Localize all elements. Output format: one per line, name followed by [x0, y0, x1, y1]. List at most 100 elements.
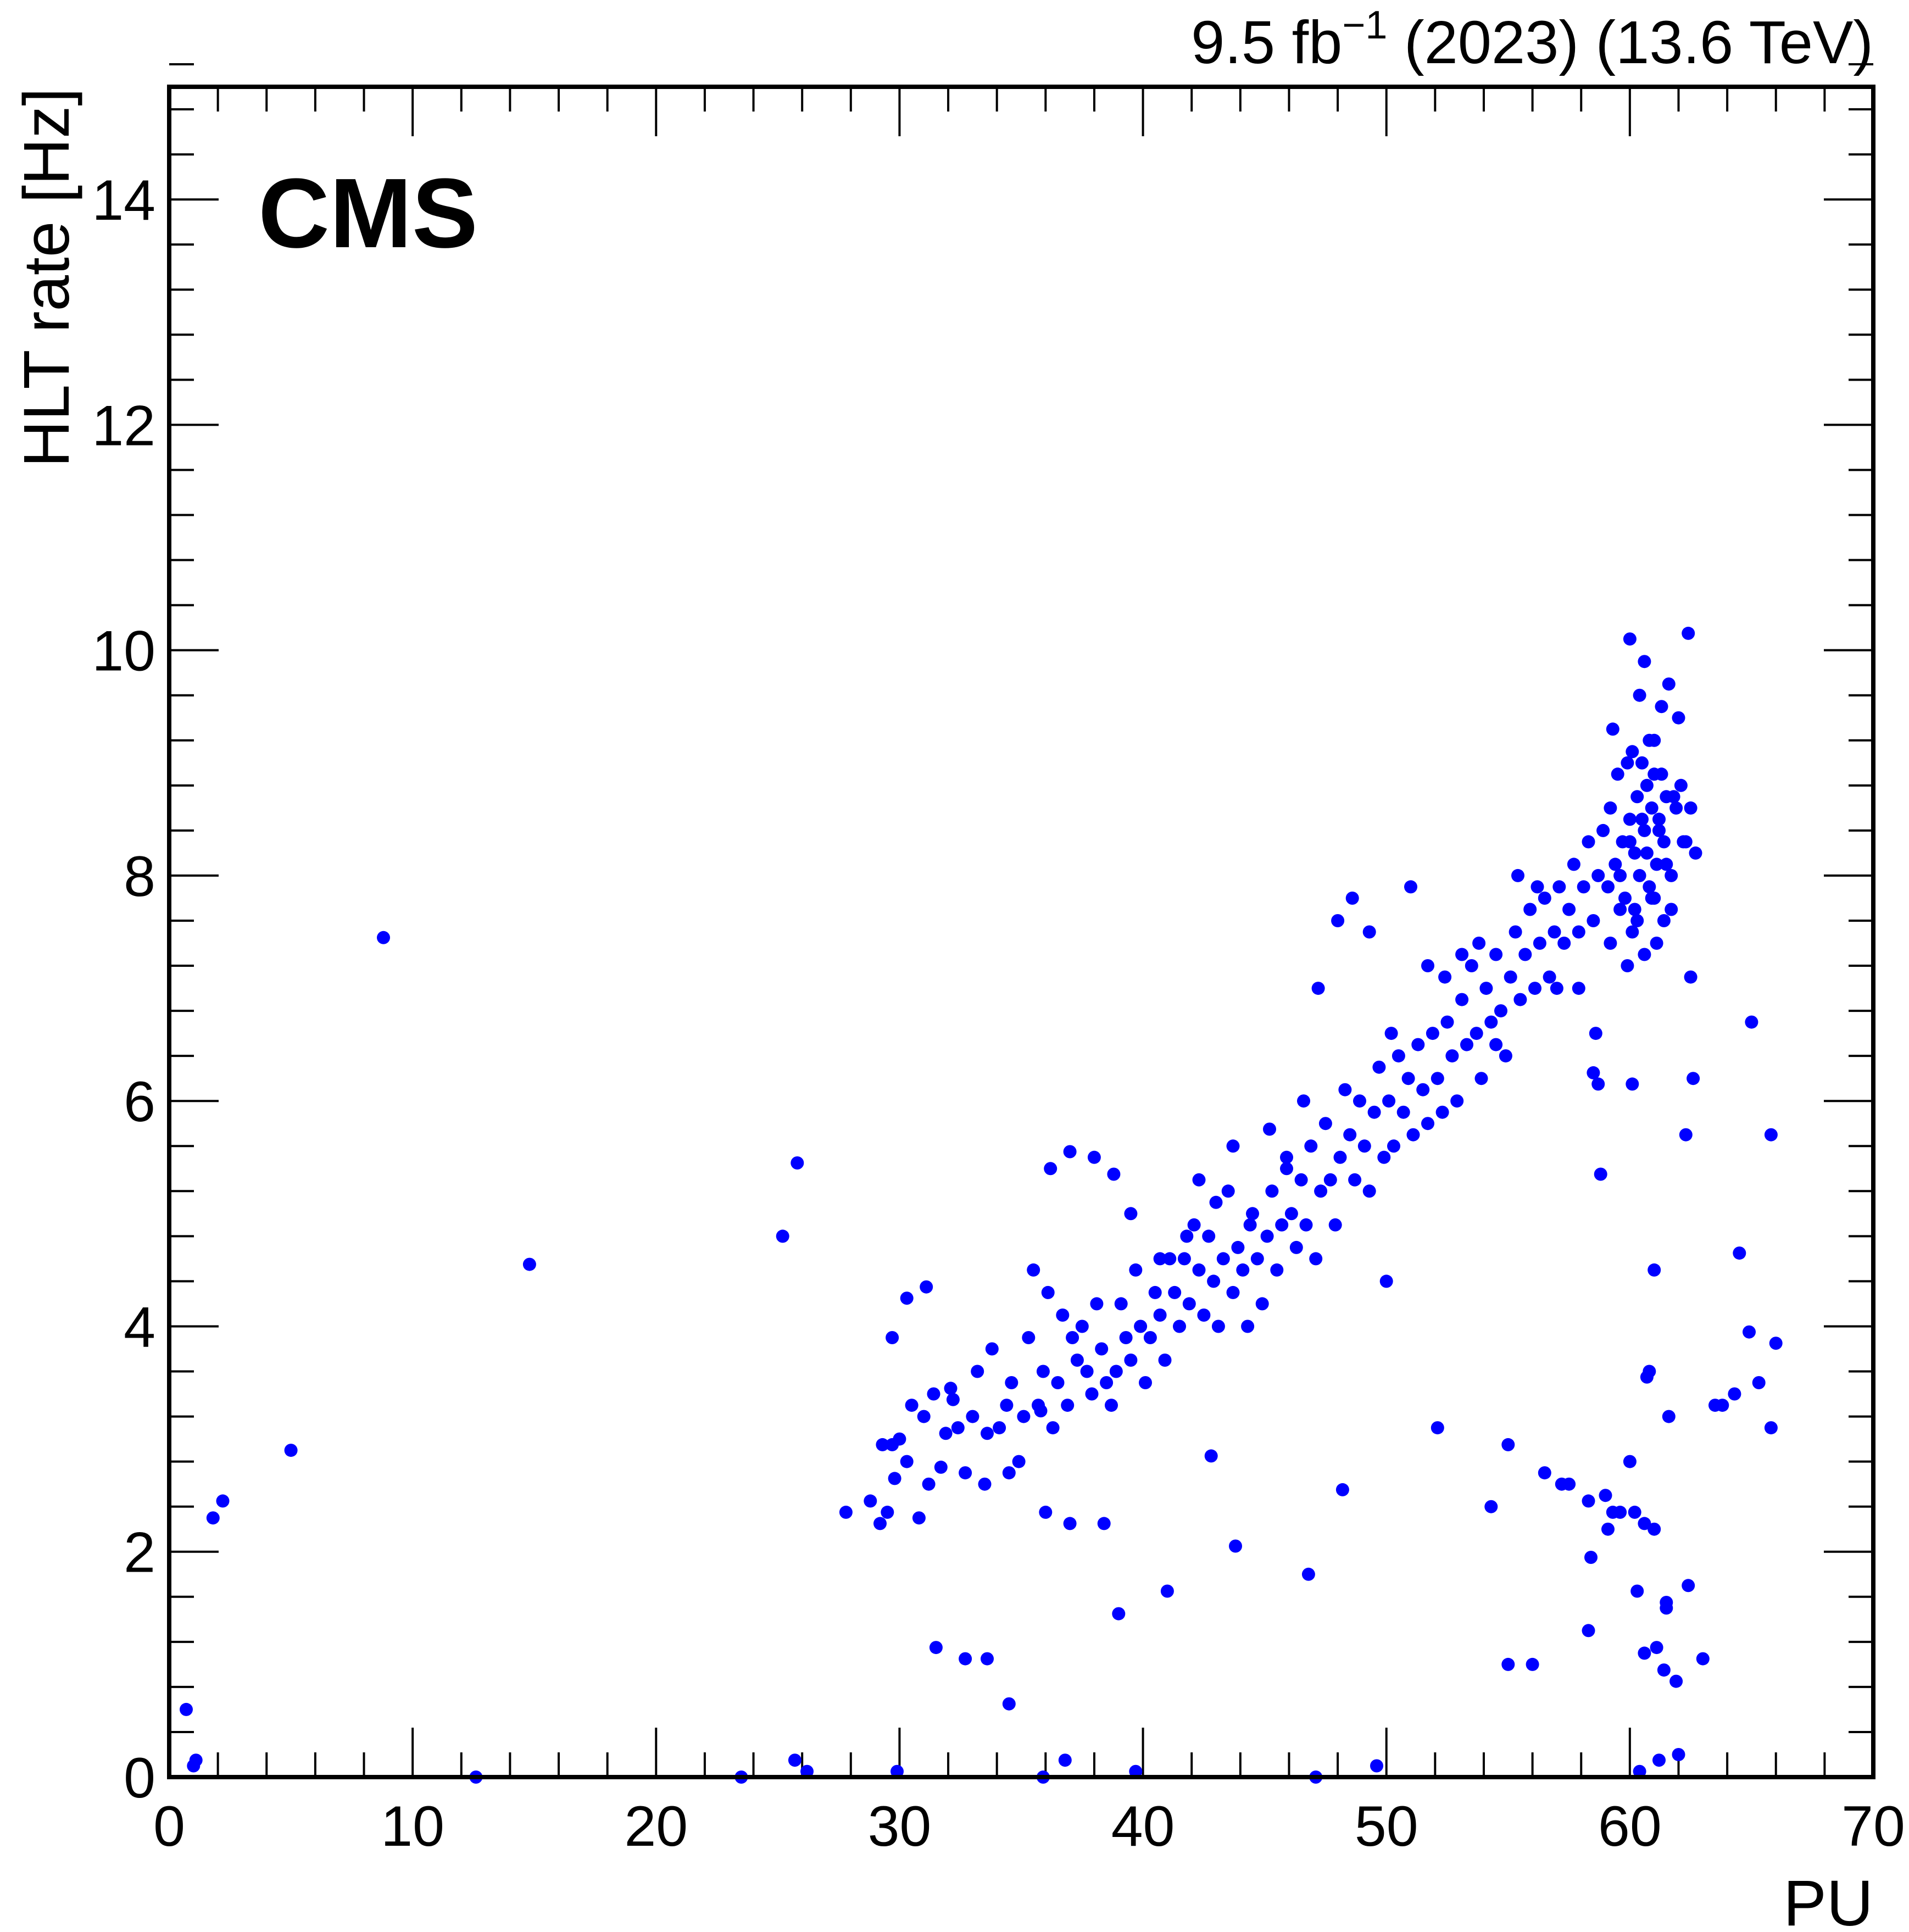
data-point [1584, 1551, 1598, 1564]
data-point [1002, 1697, 1016, 1711]
data-point [1017, 1410, 1031, 1423]
data-point [1667, 790, 1680, 804]
data-point [1182, 1297, 1196, 1311]
data-point [1362, 925, 1376, 939]
data-point [1623, 1455, 1637, 1468]
data-point [959, 1466, 972, 1480]
data-point [1470, 1027, 1483, 1040]
data-point [1669, 1674, 1683, 1688]
data-points [180, 626, 1783, 1784]
data-point [1226, 1139, 1240, 1153]
data-point [1489, 1038, 1503, 1051]
data-point [1063, 1517, 1077, 1530]
data-point [1650, 937, 1663, 950]
data-point [1638, 655, 1651, 669]
data-point [1689, 846, 1702, 860]
data-point [1538, 1466, 1551, 1480]
data-point [1652, 812, 1666, 826]
data-point [1604, 801, 1617, 815]
data-point [912, 1511, 926, 1525]
data-point [1577, 880, 1590, 894]
data-point [1450, 1094, 1464, 1108]
data-point [1501, 1657, 1515, 1671]
data-point [1609, 858, 1622, 871]
data-point [1109, 1365, 1123, 1378]
data-point [1674, 778, 1688, 792]
data-point [1124, 1207, 1138, 1221]
data-point [881, 1505, 894, 1519]
data-point [1528, 982, 1541, 995]
data-point [1012, 1455, 1026, 1468]
data-point [1431, 1072, 1444, 1085]
x-tick-label: 0 [153, 1795, 185, 1858]
data-point [978, 1477, 992, 1491]
data-point [886, 1438, 899, 1451]
data-point [966, 1410, 979, 1423]
data-point [1708, 1399, 1722, 1412]
data-point [1357, 1139, 1371, 1153]
data-point [1538, 892, 1551, 905]
data-point [1572, 925, 1585, 939]
data-point [929, 1641, 943, 1655]
data-point [1367, 1105, 1381, 1119]
data-point [1331, 914, 1345, 927]
data-point [1494, 1004, 1507, 1018]
data-point [993, 1421, 1006, 1435]
data-point [1180, 1229, 1194, 1243]
data-point [1163, 1252, 1177, 1266]
data-point [886, 1331, 899, 1344]
data-point [1543, 970, 1556, 984]
data-point [1309, 1252, 1323, 1266]
data-point [1087, 1150, 1101, 1164]
data-point [1314, 1184, 1328, 1198]
data-point [189, 1753, 203, 1767]
data-point [1652, 1753, 1666, 1767]
data-point [1075, 1319, 1089, 1333]
data-point [1635, 812, 1649, 826]
data-point [377, 931, 390, 944]
data-point [985, 1342, 999, 1356]
data-point [1633, 688, 1646, 702]
data-point [1263, 1122, 1276, 1136]
y-tick-label: 8 [124, 845, 155, 909]
x-tick-label: 30 [868, 1795, 932, 1858]
data-point [1260, 1229, 1274, 1243]
data-point [1297, 1094, 1310, 1108]
data-point [1662, 677, 1676, 691]
data-point [951, 1421, 965, 1435]
data-point [1124, 1354, 1138, 1367]
data-point [1650, 858, 1663, 871]
data-point [873, 1517, 887, 1530]
data-point [1411, 1038, 1425, 1051]
data-point [1343, 1128, 1357, 1142]
data-point [216, 1494, 230, 1508]
data-point [788, 1753, 802, 1767]
data-point [1301, 1567, 1315, 1581]
data-point [1733, 1246, 1746, 1260]
data-point [1562, 1477, 1576, 1491]
data-point [1114, 1297, 1128, 1311]
data-point [944, 1382, 958, 1395]
data-point [1613, 1505, 1627, 1519]
data-point [1396, 1105, 1410, 1119]
data-point [1511, 868, 1524, 882]
data-point [1406, 1128, 1420, 1142]
data-point [1333, 1150, 1347, 1164]
data-point [1672, 711, 1685, 725]
data-point [1682, 626, 1695, 640]
data-point [1582, 1494, 1595, 1508]
data-point [1769, 1337, 1783, 1350]
data-point [1604, 937, 1617, 950]
data-point [1652, 823, 1666, 837]
data-point [1460, 1038, 1473, 1051]
data-point [1275, 1218, 1289, 1232]
data-point [1657, 835, 1671, 849]
data-point [1509, 925, 1522, 939]
data-point [1202, 1229, 1216, 1243]
data-point [1216, 1252, 1230, 1266]
y-tick-label: 10 [92, 620, 155, 683]
data-point [1070, 1354, 1084, 1367]
data-point [1665, 868, 1678, 882]
data-point [1431, 1421, 1444, 1435]
